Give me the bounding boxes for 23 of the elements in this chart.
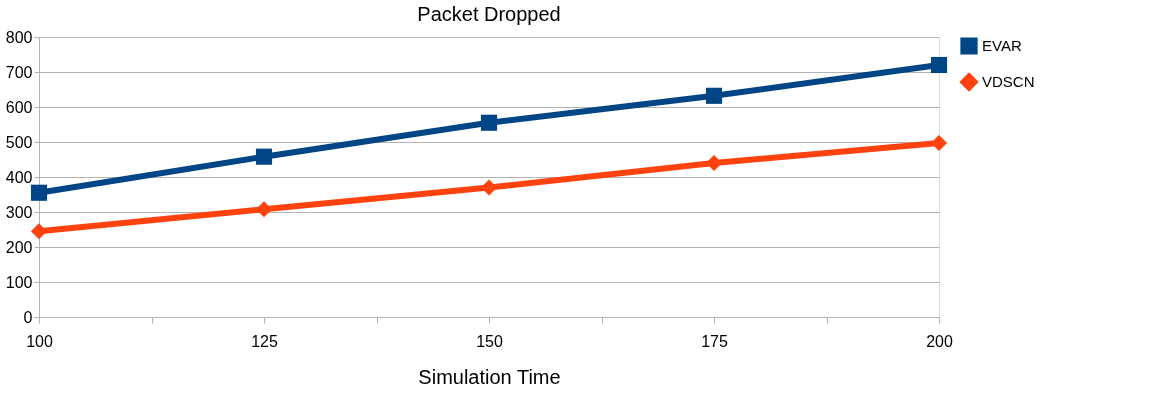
point bbox=[930, 56, 948, 74]
y-tick-label: 700 bbox=[5, 63, 33, 81]
y-tick-label: 300 bbox=[5, 203, 33, 221]
point bbox=[30, 184, 48, 201]
y-tick-label: 500 bbox=[5, 133, 33, 151]
x-tick-label: 175 bbox=[701, 332, 728, 350]
y-tick-label: 600 bbox=[5, 98, 33, 116]
y-tick-label: 100 bbox=[5, 273, 33, 291]
y-tick-label: 400 bbox=[5, 168, 33, 186]
x-tick-label: 100 bbox=[26, 332, 53, 350]
x-tick-label: 125 bbox=[251, 332, 278, 350]
legend-label: VDSCN bbox=[982, 73, 1035, 90]
x-tick-label: 200 bbox=[926, 332, 953, 350]
x-tick-label: 150 bbox=[476, 332, 503, 350]
chart-title: Packet Dropped bbox=[417, 3, 561, 25]
point bbox=[705, 87, 723, 104]
x-axis-title: Simulation Time bbox=[418, 365, 561, 388]
y-tick-label: 0 bbox=[23, 308, 33, 326]
point bbox=[255, 148, 273, 165]
legend-label: EVAR bbox=[982, 37, 1022, 54]
point bbox=[480, 114, 498, 131]
y-tick-label: 800 bbox=[5, 28, 33, 46]
y-tick-label: 200 bbox=[5, 238, 33, 256]
